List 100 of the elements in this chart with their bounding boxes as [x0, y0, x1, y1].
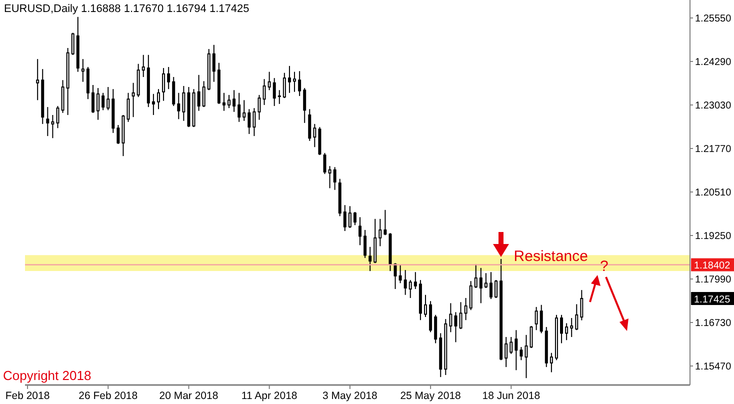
- candlestick: [248, 108, 251, 134]
- candlestick: [61, 80, 64, 114]
- x-tick-label: 18 Jun 2018: [482, 390, 540, 402]
- candlestick: [333, 166, 336, 190]
- y-tick-label: 1.15470: [695, 362, 732, 373]
- candlestick: [384, 209, 387, 236]
- candlestick: [172, 76, 176, 107]
- candlestick: [288, 65, 291, 94]
- x-tick-label: 11 Apr 2018: [241, 390, 298, 402]
- candlestick: [102, 92, 105, 111]
- candlestick: [524, 334, 528, 379]
- candlestick: [494, 280, 498, 298]
- candlestick: [272, 78, 276, 107]
- candlestick: [116, 124, 120, 144]
- candlestick: [308, 108, 312, 142]
- candlestick: [86, 66, 90, 100]
- candlestick: [328, 166, 332, 189]
- candlestick: [565, 322, 568, 341]
- candlestick: [222, 92, 226, 112]
- chart-title: EURUSD,Daily 1.16888 1.17670 1.16794 1.17425: [4, 3, 250, 15]
- candlestick: [489, 272, 492, 300]
- candlestick: [268, 71, 271, 91]
- candlestick: [92, 84, 94, 114]
- candlestick: [298, 70, 302, 96]
- candlestick: [530, 325, 533, 349]
- candlestick: [142, 54, 145, 78]
- candlestick: [514, 330, 518, 371]
- candlestick: [228, 94, 231, 109]
- candlestick: [202, 80, 206, 108]
- y-tick-label: 1.17990: [695, 274, 732, 286]
- candlestick: [106, 86, 110, 111]
- candlestick: [368, 246, 372, 272]
- candlestick: [414, 272, 417, 290]
- x-tick-label: 26 Feb 2018: [78, 390, 138, 402]
- candlestick: [238, 92, 241, 122]
- annotation: Copyright 2018: [3, 368, 92, 383]
- candlestick: [424, 294, 427, 318]
- candlestick: [96, 88, 100, 120]
- x-tick-label: 3 May 2018: [322, 390, 378, 402]
- candlestick: [560, 314, 564, 344]
- candlestick: [36, 58, 40, 101]
- candlestick: [162, 68, 166, 102]
- candlestick: [126, 92, 130, 122]
- candlestick: [464, 297, 468, 321]
- candlestick: [550, 352, 553, 373]
- candlestick: [358, 216, 362, 246]
- candlestick: [534, 306, 538, 331]
- candlestick: [167, 66, 170, 90]
- candlestick: [343, 204, 346, 232]
- candlestick: [449, 302, 452, 333]
- candlestick: [232, 90, 236, 112]
- candlestick: [348, 206, 352, 228]
- candlestick: [394, 262, 397, 290]
- candlestick: [510, 336, 513, 354]
- candlestick: [282, 72, 286, 99]
- candlestick: [353, 212, 356, 226]
- candlestick: [197, 74, 200, 112]
- candlestick: [434, 314, 438, 344]
- y-tick-label: 1.19250: [695, 231, 732, 242]
- candlestick: [479, 267, 482, 304]
- candlestick: [262, 78, 266, 106]
- candlestick: [81, 58, 84, 82]
- candlestick: [504, 336, 508, 368]
- candlestick: [580, 290, 584, 321]
- candlestick: [520, 346, 523, 361]
- candlestick: [71, 32, 74, 56]
- candlestick: [404, 270, 407, 296]
- candlestick: [408, 280, 412, 298]
- y-tick-label: 1.16730: [695, 318, 732, 330]
- candlestick: [570, 318, 574, 338]
- candlestick: [278, 90, 281, 104]
- candlestick: [484, 272, 488, 288]
- candlestick: [398, 264, 402, 284]
- candlestick: [303, 88, 306, 124]
- candlestick: [258, 94, 261, 120]
- ref-line-label: 1.18402: [694, 260, 731, 272]
- candlestick: [182, 85, 186, 122]
- candlestick: [212, 44, 216, 82]
- candlestick: [469, 280, 472, 311]
- y-tick-label: 1.23030: [695, 100, 732, 112]
- candlestick: [293, 71, 296, 92]
- candlestick: [132, 82, 135, 118]
- y-tick-label: 1.24290: [695, 57, 732, 68]
- band-label: Resistance: [514, 248, 588, 266]
- x-tick-label: Feb 2018: [5, 390, 50, 402]
- x-tick-label: 20 Mar 2018: [159, 390, 218, 402]
- annotation: ?: [600, 258, 608, 275]
- candlestick: [454, 312, 458, 343]
- y-tick-label: 1.21770: [695, 144, 732, 156]
- candlestick: [242, 100, 246, 122]
- y-tick-label: 1.20510: [695, 188, 732, 199]
- candlestick: [540, 304, 543, 334]
- candlestick: [459, 302, 462, 330]
- candlestick: [378, 218, 382, 247]
- candlestick: [51, 114, 54, 139]
- candlestick: [56, 106, 60, 129]
- candlestick: [575, 304, 578, 331]
- candlestick: [474, 264, 478, 288]
- y-tick-label: 1.25550: [695, 14, 732, 25]
- x-tick-label: 25 May 2018: [400, 390, 462, 402]
